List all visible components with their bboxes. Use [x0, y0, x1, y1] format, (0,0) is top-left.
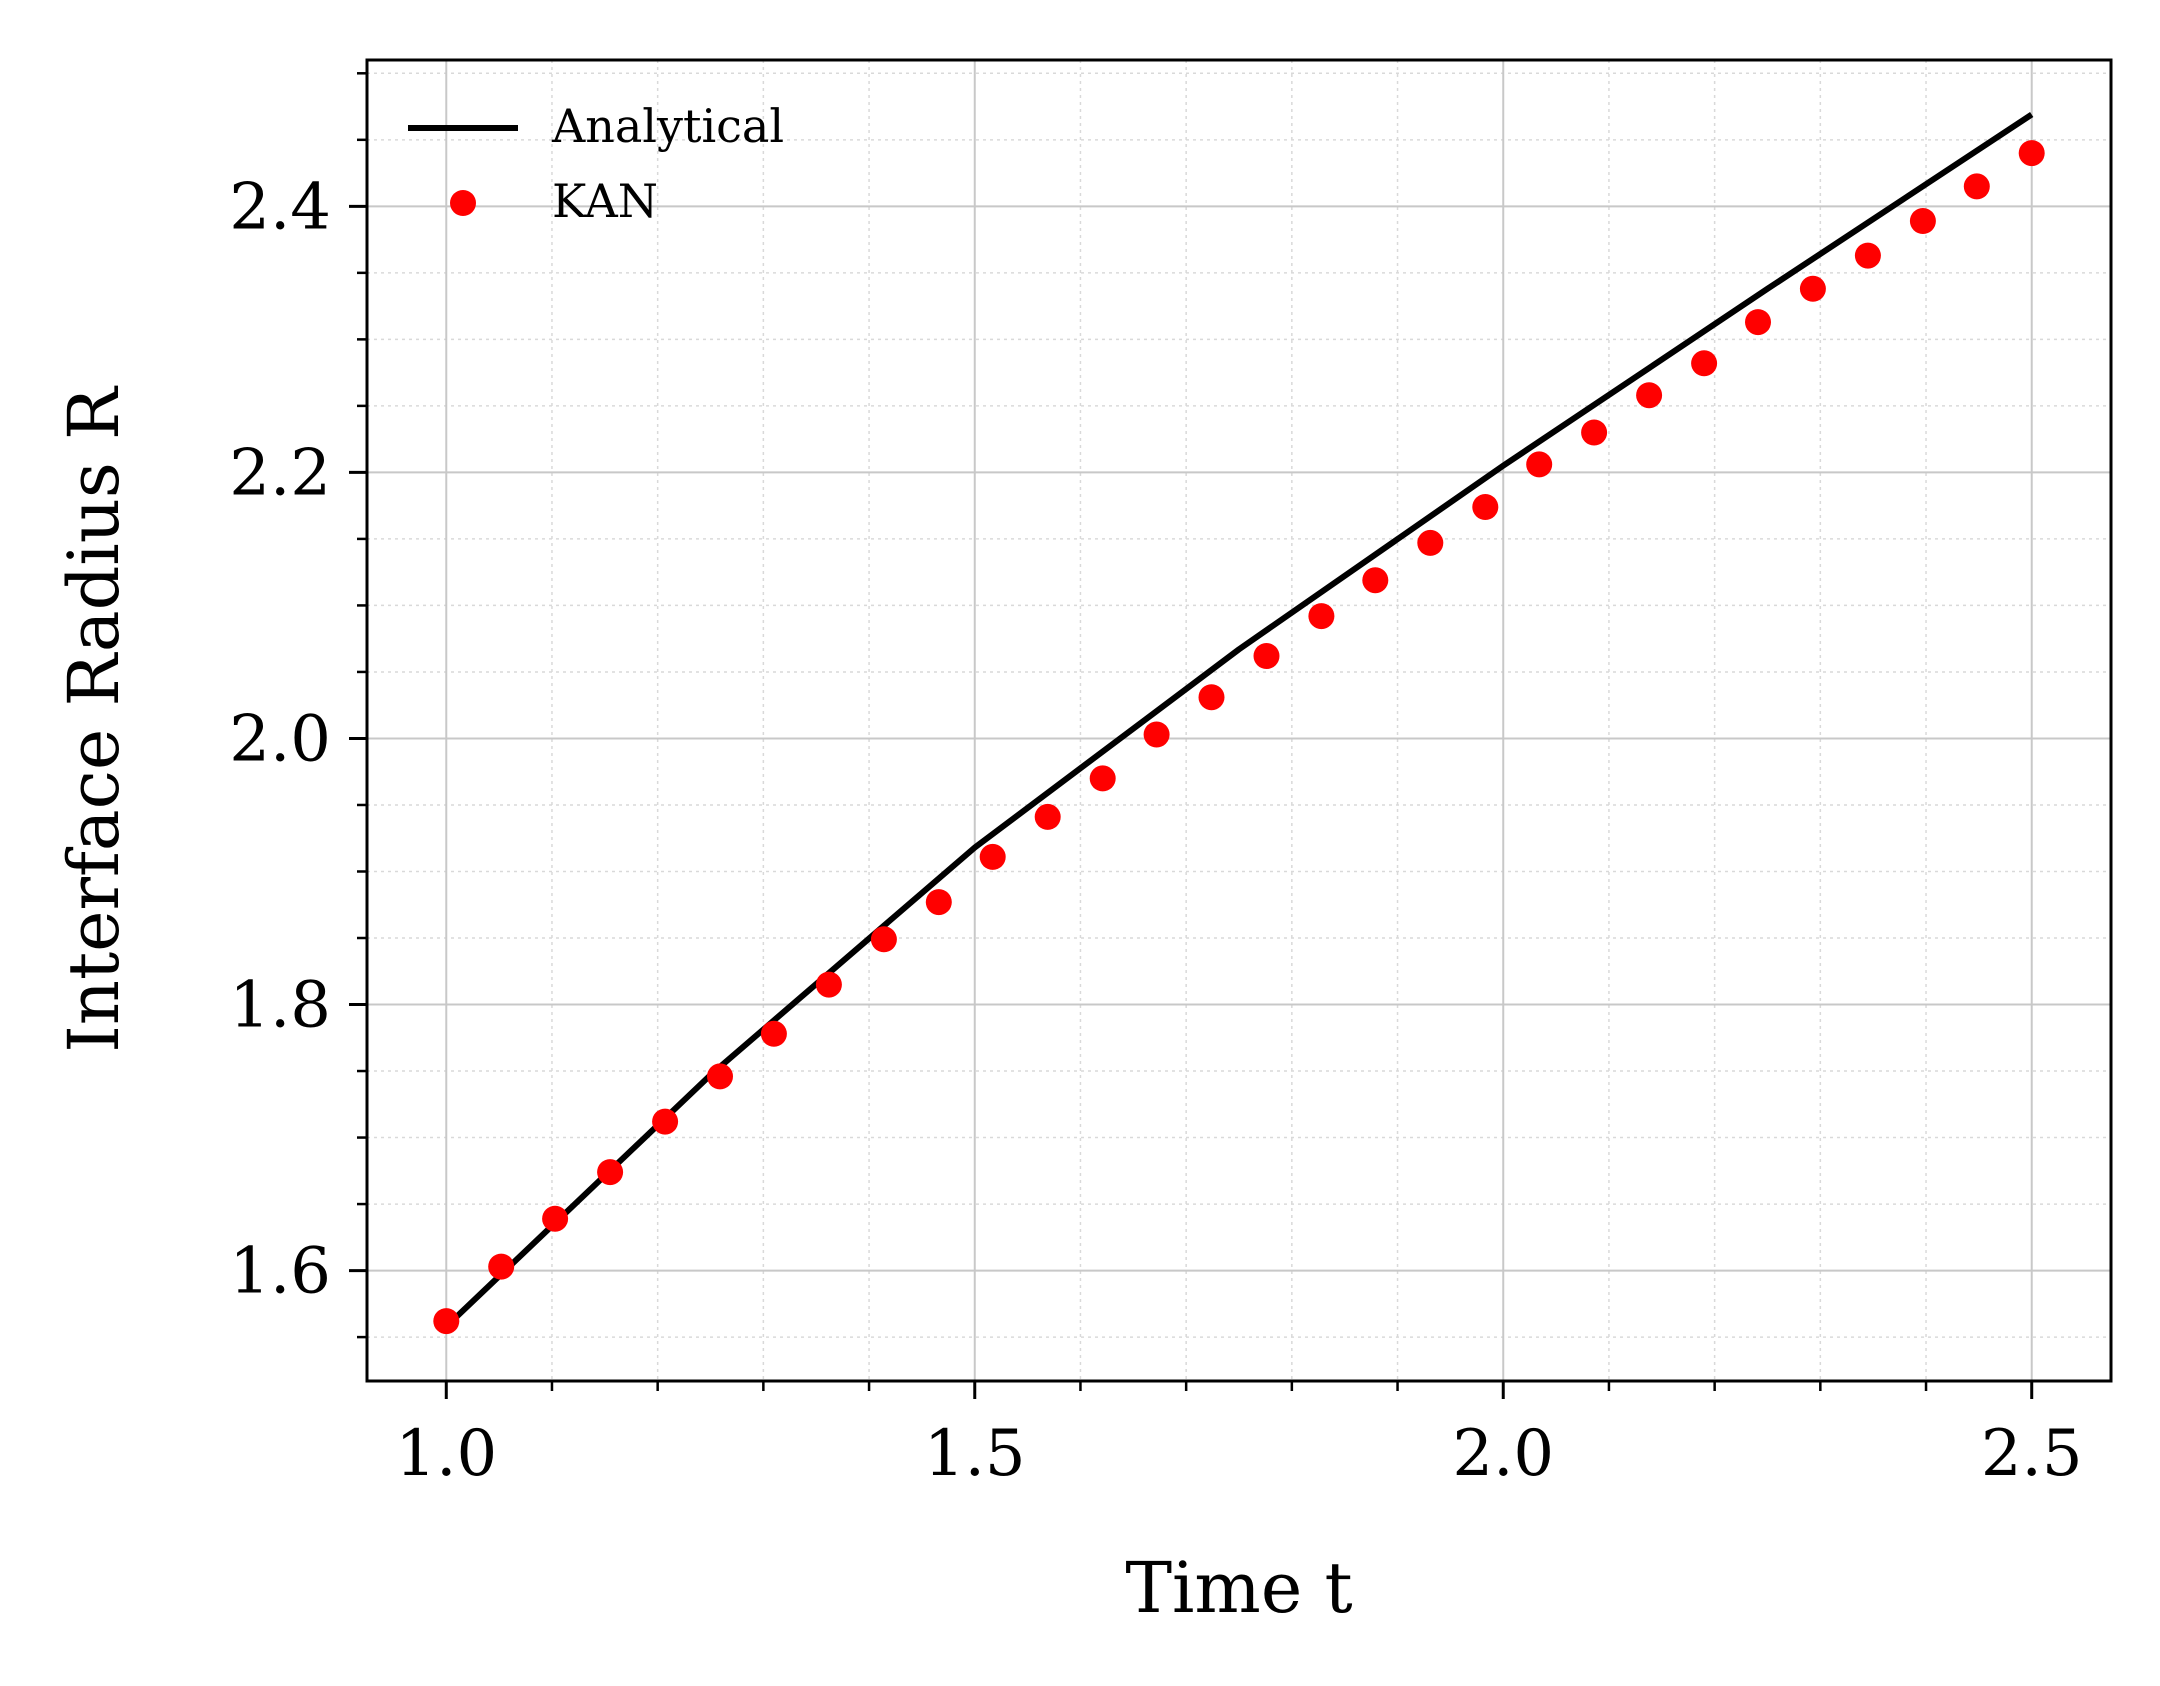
- kan-point: [488, 1253, 515, 1280]
- x-tick-label: 2.5: [1981, 1417, 2083, 1491]
- kan-point: [1143, 721, 1170, 748]
- plot-content: [433, 111, 2045, 1335]
- kan-point: [1472, 494, 1499, 520]
- kan-point: [1909, 208, 1936, 234]
- kan-point: [433, 1308, 460, 1335]
- kan-point: [925, 889, 952, 916]
- kan-point: [760, 1020, 787, 1047]
- legend: Analytical KAN: [408, 99, 784, 228]
- y-tick-label: 1.8: [229, 969, 331, 1043]
- x-tick-label: 2.0: [1452, 1417, 1554, 1491]
- legend-label-kan: KAN: [552, 174, 658, 228]
- x-axis-label: Time t: [1125, 1547, 1352, 1629]
- kan-point: [1253, 643, 1280, 669]
- kan-point: [2018, 140, 2045, 167]
- y-tick-label: 2.4: [229, 170, 331, 244]
- kan-point: [1691, 350, 1718, 377]
- kan-point: [870, 926, 897, 953]
- kan-point: [1308, 603, 1335, 630]
- kan-point: [815, 971, 842, 998]
- kan-point: [1963, 173, 1990, 200]
- legend-marker-swatch: [450, 190, 476, 216]
- kan-point: [1526, 451, 1553, 478]
- kan-point: [1362, 567, 1389, 594]
- kan-point: [1198, 684, 1225, 711]
- kan-point: [597, 1159, 624, 1186]
- kan-point: [1417, 529, 1444, 556]
- kan-point: [1034, 803, 1061, 830]
- y-tick-label: 1.6: [229, 1235, 331, 1309]
- kan-point: [979, 843, 1006, 870]
- kan-point: [1854, 242, 1881, 269]
- y-axis-label: Interface Radius R: [53, 385, 135, 1053]
- x-tick-label: 1.0: [395, 1417, 497, 1491]
- kan-point: [1799, 275, 1826, 302]
- kan-point: [542, 1205, 569, 1232]
- kan-point: [1636, 382, 1663, 409]
- grid: [367, 60, 2111, 1381]
- kan-point: [707, 1063, 733, 1090]
- legend-label-analytical: Analytical: [551, 99, 784, 153]
- plot-frame: [365, 58, 2113, 1383]
- x-tick-label: 1.5: [924, 1417, 1026, 1491]
- kan-point: [1581, 419, 1608, 446]
- kan-point: [652, 1108, 679, 1135]
- y-tick-label: 2.2: [229, 436, 331, 510]
- ticks: 1.0 1.5 2.0 2.5 1.6 1.8 2.0 2.2 2.4: [229, 72, 2083, 1491]
- y-tick-label: 2.0: [229, 702, 331, 776]
- kan-point: [1089, 765, 1116, 792]
- kan-point: [1745, 309, 1771, 336]
